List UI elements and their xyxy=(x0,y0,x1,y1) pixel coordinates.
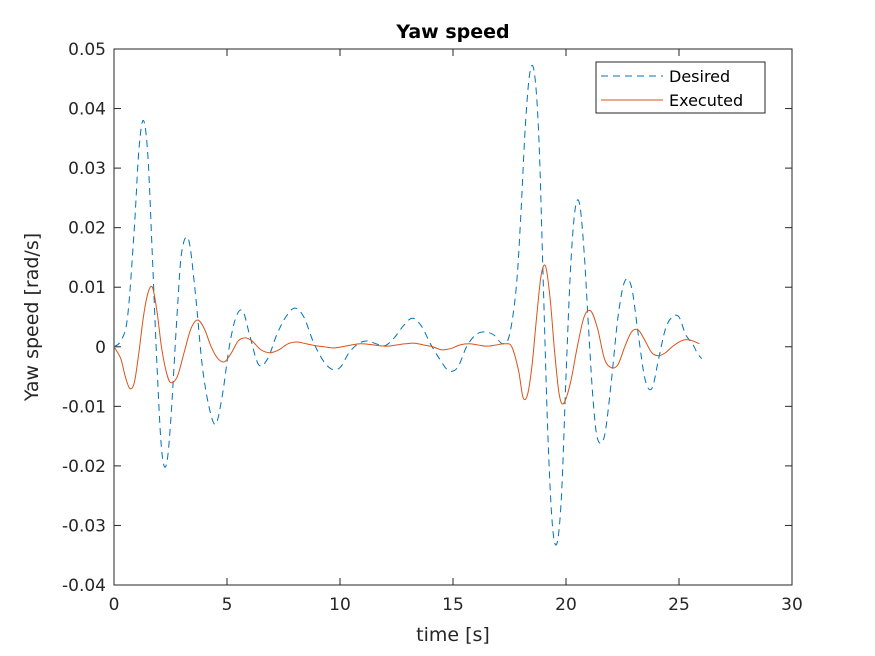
x-tick-label: 25 xyxy=(668,595,690,615)
y-tick-label: 0.04 xyxy=(68,100,106,120)
x-tick-label: 0 xyxy=(109,595,120,615)
x-tick-label: 5 xyxy=(222,595,233,615)
y-axis-ticks: -0.04 -0.03 -0.02 -0.01 0 0.01 0.02 0.03 0.04 0.0… xyxy=(62,40,792,596)
chart-title: Yaw speed xyxy=(395,21,509,43)
y-tick-label: -0.02 xyxy=(62,457,106,477)
plot-area xyxy=(113,48,793,586)
legend-desired-label: Desired xyxy=(669,67,730,86)
y-tick-label: -0.03 xyxy=(62,516,106,536)
legend: Desired Executed xyxy=(595,61,766,114)
y-tick-label: 0 xyxy=(95,338,106,358)
y-tick-label: -0.01 xyxy=(62,397,106,417)
y-tick-label: 0.03 xyxy=(68,159,106,179)
legend-executed-label: Executed xyxy=(669,91,743,110)
x-tick-label: 10 xyxy=(329,595,351,615)
y-tick-label: 0.05 xyxy=(68,40,106,60)
y-tick-label: 0.02 xyxy=(68,219,106,239)
series-line-desired xyxy=(113,64,702,546)
x-tick-label: 20 xyxy=(555,595,577,615)
y-tick-label: -0.04 xyxy=(62,576,106,596)
x-tick-label: 15 xyxy=(442,595,464,615)
series-layer xyxy=(113,64,702,546)
x-tick-label: 30 xyxy=(781,595,803,615)
x-axis-ticks: 0 5 10 15 20 25 30 xyxy=(109,49,803,615)
x-axis-label: time [s] xyxy=(416,624,490,646)
y-axis-label: Yaw speed [rad/s] xyxy=(21,233,43,402)
y-tick-label: 0.01 xyxy=(68,278,106,298)
series-line-executed xyxy=(113,264,700,405)
legend-box xyxy=(595,61,766,114)
